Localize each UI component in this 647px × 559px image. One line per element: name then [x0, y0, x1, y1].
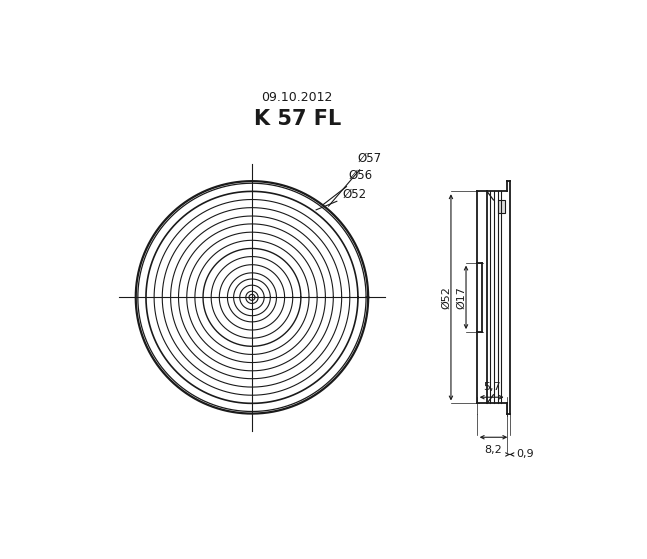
Text: Ø52: Ø52 — [441, 286, 451, 309]
Text: 0,9: 0,9 — [517, 449, 534, 459]
Text: Ø17: Ø17 — [456, 286, 466, 309]
Text: 8,2: 8,2 — [485, 445, 502, 455]
Text: 09.10.2012: 09.10.2012 — [261, 91, 333, 104]
Bar — [498, 200, 505, 213]
Text: Ø52: Ø52 — [316, 187, 366, 210]
Text: K 57 FL: K 57 FL — [254, 109, 341, 129]
Text: 5,7: 5,7 — [483, 382, 501, 392]
Text: Ø57: Ø57 — [329, 152, 382, 206]
Text: Ø56: Ø56 — [323, 169, 373, 205]
